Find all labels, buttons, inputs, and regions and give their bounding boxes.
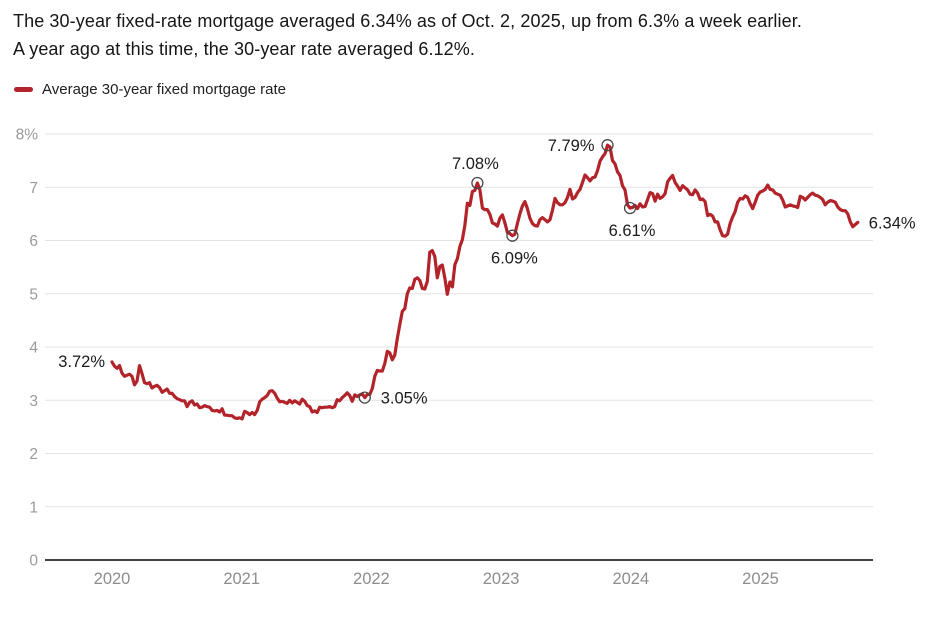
- annotation-marker-3.05: [358, 391, 371, 404]
- x-tick-label-2020: 2020: [94, 570, 131, 588]
- y-tick-label-5: 5: [29, 286, 38, 303]
- annotation-label-6.09: 6.09%: [491, 250, 538, 268]
- headline-line-1: The 30-year fixed-rate mortgage averaged…: [13, 11, 802, 31]
- annotation-label-6.34: 6.34%: [869, 214, 916, 232]
- x-tick-label-2025: 2025: [742, 570, 779, 588]
- annotation-marker-7.08: [471, 176, 484, 190]
- y-tick-label-3: 3: [29, 393, 38, 410]
- gridlines: [45, 133, 873, 561]
- annotation-label-7.79: 7.79%: [548, 137, 595, 155]
- legend: Average 30-year fixed mortgage rate: [14, 81, 286, 98]
- y-tick-label-1: 1: [29, 499, 38, 516]
- y-tick-label-4: 4: [29, 340, 38, 357]
- x-tick-label-2022: 2022: [353, 570, 390, 588]
- annotation-label-7.08: 7.08%: [452, 155, 499, 173]
- annotation-marker-6.61: [623, 201, 637, 215]
- y-tick-label-6: 6: [29, 233, 38, 250]
- x-axis-labels: 2020 2021 2022 2023 2024 2025: [94, 570, 779, 588]
- y-tick-label-0: 0: [29, 553, 38, 570]
- rate-line-series: [110, 143, 860, 421]
- x-tick-label-2024: 2024: [612, 570, 649, 588]
- annotation-marker-7.79: [601, 139, 614, 152]
- headline-line-2: A year ago at this time, the 30-year rat…: [13, 39, 475, 59]
- annotation-label-3.05: 3.05%: [381, 390, 428, 408]
- y-tick-label-2: 2: [29, 446, 38, 463]
- annotation-marker-6.09: [506, 229, 519, 242]
- annotation-label-3.72: 3.72%: [58, 353, 105, 371]
- y-tick-label-7: 7: [29, 180, 38, 197]
- headline: The 30-year fixed-rate mortgage averaged…: [13, 7, 802, 63]
- x-tick-label-2021: 2021: [223, 570, 260, 588]
- annotations: 3.72% 3.05% 7.08% 6.09% 7.79% 6.61% 6.34%: [58, 137, 916, 407]
- legend-label: Average 30-year fixed mortgage rate: [42, 81, 287, 98]
- legend-line-swatch-icon: [14, 87, 33, 92]
- annotation-label-6.61: 6.61%: [609, 222, 656, 240]
- x-tick-label-2023: 2023: [483, 570, 520, 588]
- y-tick-label-8: 8%: [16, 127, 39, 144]
- y-axis-labels: 8% 7 6 5 4 3 2 1 0: [16, 127, 39, 570]
